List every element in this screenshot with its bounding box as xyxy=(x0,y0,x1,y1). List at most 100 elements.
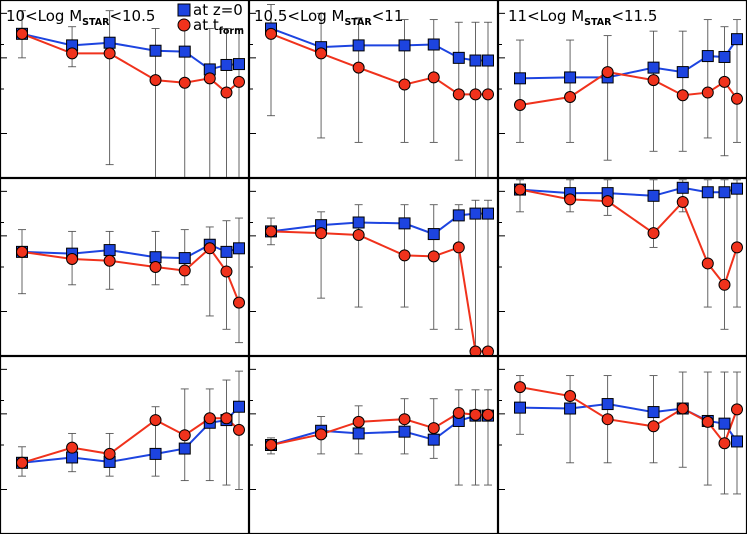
point-tform xyxy=(564,91,577,104)
point-z0 xyxy=(452,51,465,64)
panel-data-0 xyxy=(16,10,245,177)
point-tform xyxy=(203,72,216,85)
point-tform xyxy=(564,390,577,403)
point-z0 xyxy=(427,38,440,51)
point-tform xyxy=(601,413,614,426)
point-z0 xyxy=(233,242,245,255)
point-tform xyxy=(427,71,440,84)
point-z0 xyxy=(398,217,411,230)
point-z0 xyxy=(352,427,365,440)
series-line-tform xyxy=(21,32,240,94)
point-tform xyxy=(66,47,79,60)
point-z0 xyxy=(220,245,233,258)
point-z0 xyxy=(701,50,714,63)
point-tform xyxy=(352,228,365,241)
point-z0 xyxy=(718,417,731,430)
point-z0 xyxy=(731,182,743,195)
point-z0 xyxy=(718,186,731,199)
legend: at z=0 at tform xyxy=(177,1,244,37)
point-tform xyxy=(482,345,494,355)
point-z0 xyxy=(601,398,614,411)
point-tform xyxy=(731,403,743,416)
point-tform xyxy=(676,89,689,102)
point-tform xyxy=(564,193,577,206)
point-tform xyxy=(220,265,233,278)
panel-data-5 xyxy=(514,179,743,330)
panel-r0-c1 xyxy=(248,0,499,179)
point-z0 xyxy=(469,207,482,220)
point-tform xyxy=(452,241,465,254)
point-z0 xyxy=(647,189,660,202)
point-tform xyxy=(398,249,411,262)
point-z0 xyxy=(676,66,689,79)
point-tform xyxy=(178,429,191,442)
point-z0 xyxy=(178,45,191,58)
point-tform xyxy=(398,78,411,91)
point-tform xyxy=(718,278,731,291)
point-tform xyxy=(203,412,216,425)
legend-marker-z0 xyxy=(177,3,191,17)
point-z0 xyxy=(178,442,191,455)
panel-title-col1: 10.5<Log MSTAR<11 xyxy=(254,7,403,28)
point-tform xyxy=(220,412,233,425)
point-tform xyxy=(178,76,191,89)
point-tform xyxy=(149,74,162,87)
point-tform xyxy=(66,441,79,454)
point-tform xyxy=(647,74,660,87)
point-tform xyxy=(676,402,689,415)
series-line-tform xyxy=(519,188,738,287)
point-tform xyxy=(315,47,328,60)
point-tform xyxy=(265,27,277,40)
point-tform xyxy=(731,92,743,105)
panel-title-col2: 11<Log MSTAR<11.5 xyxy=(508,7,657,28)
point-tform xyxy=(601,195,614,208)
point-tform xyxy=(103,447,116,460)
point-z0 xyxy=(398,425,411,438)
point-tform xyxy=(265,439,277,451)
panel-data-2 xyxy=(514,19,743,161)
point-tform xyxy=(233,296,245,309)
point-z0 xyxy=(427,228,440,241)
point-z0 xyxy=(103,36,116,49)
point-tform xyxy=(265,225,277,238)
panel-data-7 xyxy=(265,389,494,486)
point-tform xyxy=(482,88,494,101)
point-z0 xyxy=(701,186,714,199)
point-z0 xyxy=(482,54,494,67)
point-tform xyxy=(149,261,162,273)
point-z0 xyxy=(564,402,577,415)
panel-r1-c0 xyxy=(0,177,250,357)
point-tform xyxy=(647,420,660,433)
panel-r2-c0 xyxy=(0,355,250,534)
panel-data-3 xyxy=(16,217,245,344)
point-tform xyxy=(469,345,482,355)
point-tform xyxy=(352,415,365,428)
point-tform xyxy=(178,264,191,277)
point-z0 xyxy=(564,71,577,84)
point-tform xyxy=(66,252,79,265)
point-tform xyxy=(149,414,162,427)
point-z0 xyxy=(452,209,465,222)
point-z0 xyxy=(718,50,731,63)
panel-r0-c0 xyxy=(0,0,250,179)
point-z0 xyxy=(233,400,245,413)
point-tform xyxy=(352,61,365,74)
point-tform xyxy=(233,75,245,88)
point-tform xyxy=(718,75,731,88)
panel-data-1 xyxy=(265,3,494,177)
point-tform xyxy=(514,183,526,196)
point-tform xyxy=(647,227,660,240)
point-z0 xyxy=(220,58,233,71)
point-tform xyxy=(469,408,482,421)
point-tform xyxy=(452,406,465,419)
series-line-tform xyxy=(270,230,488,353)
point-z0 xyxy=(514,401,526,414)
series-line-tform xyxy=(270,32,488,96)
point-tform xyxy=(233,423,245,436)
point-z0 xyxy=(731,435,743,448)
point-tform xyxy=(16,245,28,258)
panel-data-4 xyxy=(265,199,494,355)
panel-data-8 xyxy=(514,371,743,495)
point-tform xyxy=(452,88,465,101)
point-tform xyxy=(731,241,743,254)
